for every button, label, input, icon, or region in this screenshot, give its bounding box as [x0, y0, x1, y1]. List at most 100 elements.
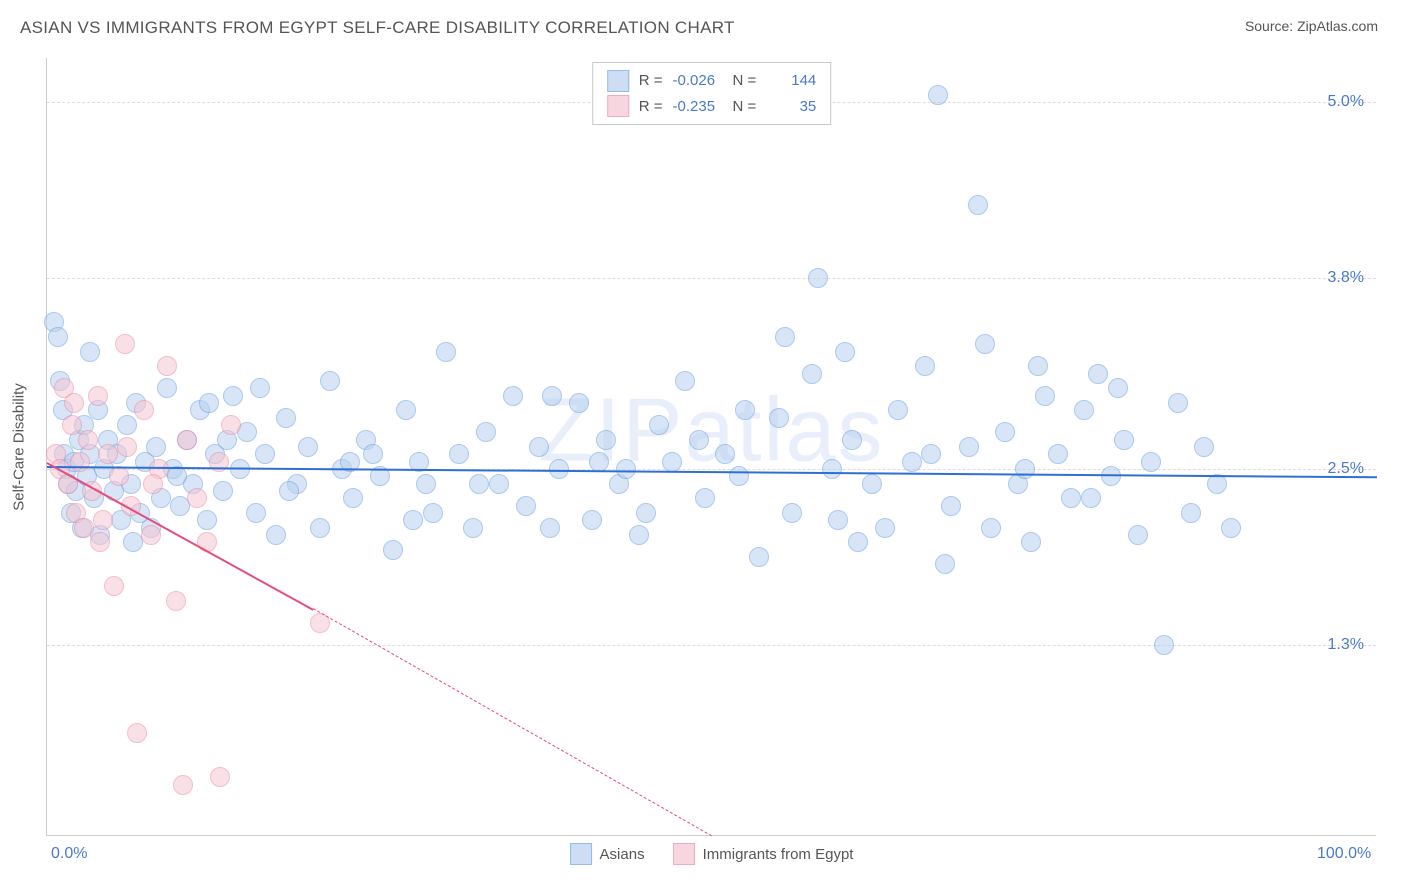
data-point — [862, 474, 882, 494]
n-value: 35 — [766, 94, 816, 120]
data-point — [1035, 386, 1055, 406]
data-point — [98, 444, 118, 464]
legend-swatch — [570, 843, 592, 865]
data-point — [1101, 466, 1121, 486]
data-point — [915, 356, 935, 376]
data-point — [320, 371, 340, 391]
r-label: R = — [639, 94, 663, 120]
data-point — [363, 444, 383, 464]
n-value: 144 — [766, 68, 816, 94]
data-point — [802, 364, 822, 384]
y-axis-title: Self-Care Disability — [11, 383, 28, 511]
data-point — [662, 452, 682, 472]
legend-row: R =-0.026N =144 — [607, 68, 817, 94]
chart-title: ASIAN VS IMMIGRANTS FROM EGYPT SELF-CARE… — [20, 18, 735, 38]
r-value: -0.026 — [673, 68, 723, 94]
data-point — [540, 518, 560, 538]
legend-item: Asians — [570, 843, 645, 865]
data-point — [822, 459, 842, 479]
data-point — [187, 488, 207, 508]
legend-row: R =-0.235N =35 — [607, 94, 817, 120]
trend-line — [313, 609, 712, 837]
x-tick-label: 0.0% — [51, 845, 87, 863]
data-point — [582, 510, 602, 530]
data-point — [935, 554, 955, 574]
data-point — [127, 723, 147, 743]
data-point — [197, 510, 217, 530]
data-point — [213, 481, 233, 501]
legend-item: Immigrants from Egypt — [673, 843, 854, 865]
data-point — [1028, 356, 1048, 376]
data-point — [569, 393, 589, 413]
data-point — [749, 547, 769, 567]
data-point — [74, 518, 94, 538]
data-point — [975, 334, 995, 354]
data-point — [649, 415, 669, 435]
data-point — [396, 400, 416, 420]
legend-label: Asians — [600, 846, 645, 863]
data-point — [629, 525, 649, 545]
data-point — [636, 503, 656, 523]
data-point — [48, 327, 68, 347]
data-point — [729, 466, 749, 486]
data-point — [143, 474, 163, 494]
data-point — [210, 767, 230, 787]
data-point — [423, 503, 443, 523]
data-point — [775, 327, 795, 347]
data-point — [503, 386, 523, 406]
n-label: N = — [733, 68, 757, 94]
x-tick-label: 100.0% — [1317, 845, 1371, 863]
data-point — [115, 334, 135, 354]
data-point — [476, 422, 496, 442]
data-point — [383, 540, 403, 560]
data-point — [221, 415, 241, 435]
data-point — [842, 430, 862, 450]
data-point — [1181, 503, 1201, 523]
data-point — [1074, 400, 1094, 420]
data-point — [416, 474, 436, 494]
data-point — [109, 466, 129, 486]
data-point — [1114, 430, 1134, 450]
legend-swatch — [607, 95, 629, 117]
data-point — [279, 481, 299, 501]
data-point — [616, 459, 636, 479]
data-point — [173, 775, 193, 795]
data-point — [695, 488, 715, 508]
r-value: -0.235 — [673, 94, 723, 120]
data-point — [981, 518, 1001, 538]
data-point — [542, 386, 562, 406]
plot-surface: 1.3%2.5%3.8%5.0%0.0%100.0% — [47, 58, 1376, 835]
data-point — [223, 386, 243, 406]
data-point — [835, 342, 855, 362]
data-point — [104, 576, 124, 596]
data-point — [689, 430, 709, 450]
data-point — [516, 496, 536, 516]
data-point — [266, 525, 286, 545]
data-point — [157, 378, 177, 398]
data-point — [1128, 525, 1148, 545]
legend-swatch — [673, 843, 695, 865]
data-point — [298, 437, 318, 457]
data-point — [1088, 364, 1108, 384]
data-point — [959, 437, 979, 457]
data-point — [469, 474, 489, 494]
data-point — [157, 356, 177, 376]
data-point — [166, 591, 186, 611]
data-point — [146, 437, 166, 457]
data-point — [808, 268, 828, 288]
data-point — [117, 437, 137, 457]
data-point — [828, 510, 848, 530]
data-point — [1081, 488, 1101, 508]
series-legend: Asians Immigrants from Egypt — [570, 843, 854, 865]
data-point — [1141, 452, 1161, 472]
data-point — [64, 393, 84, 413]
data-point — [403, 510, 423, 530]
data-point — [589, 452, 609, 472]
data-point — [1108, 378, 1128, 398]
data-point — [928, 85, 948, 105]
header: ASIAN VS IMMIGRANTS FROM EGYPT SELF-CARE… — [0, 0, 1406, 46]
data-point — [735, 400, 755, 420]
source-label: Source: ZipAtlas.com — [1245, 18, 1378, 34]
data-point — [715, 444, 735, 464]
data-point — [782, 503, 802, 523]
